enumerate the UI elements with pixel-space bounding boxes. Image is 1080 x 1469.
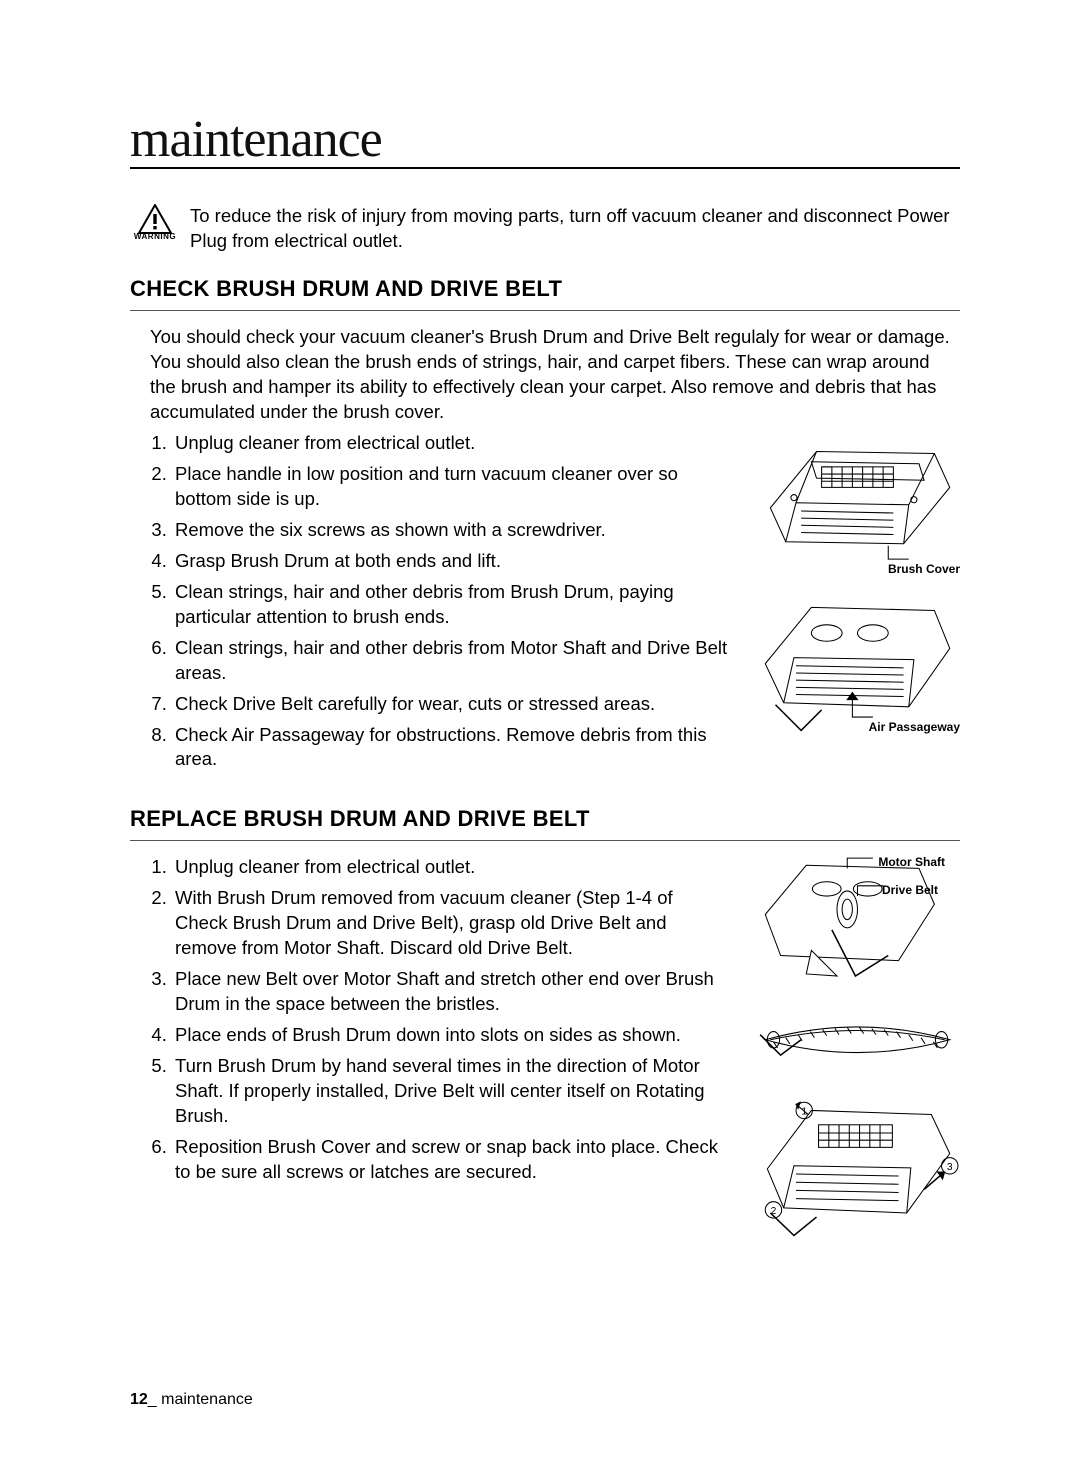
fig-label-brush-cover: Brush Cover — [888, 562, 960, 576]
svg-text:1: 1 — [801, 1107, 807, 1118]
section2-steps: Unplug cleaner from electrical outlet. W… — [150, 855, 730, 1185]
step-item: Check Air Passageway for obstructions. R… — [172, 723, 730, 773]
fig-label-motor-shaft: Motor Shaft — [878, 855, 945, 869]
svg-text:3: 3 — [947, 1162, 953, 1173]
warning-block: WARNING To reduce the risk of injury fro… — [130, 204, 960, 254]
footer-page-number: 12 — [130, 1391, 148, 1408]
step-item: Turn Brush Drum by hand several times in… — [172, 1054, 730, 1129]
fig-label-air-passageway: Air Passageway — [869, 720, 960, 734]
step-item: With Brush Drum removed from vacuum clea… — [172, 886, 730, 961]
section1-title: CHECK BRUSH DRUM AND DRIVE BELT — [130, 276, 960, 302]
section1-rule — [130, 310, 960, 311]
warning-icon — [138, 204, 172, 234]
section2-rule — [130, 840, 960, 841]
step-item: Unplug cleaner from electrical outlet. — [172, 855, 730, 880]
step-item: Grasp Brush Drum at both ends and lift. — [172, 549, 730, 574]
step-item: Remove the six screws as shown with a sc… — [172, 518, 730, 543]
section2-title: REPLACE BRUSH DRUM AND DRIVE BELT — [130, 806, 960, 832]
fig-label-drive-belt: Drive Belt — [882, 883, 938, 897]
page-title: maintenance — [130, 110, 382, 171]
step-item: Clean strings, hair and other debris fro… — [172, 636, 730, 686]
step-item: Reposition Brush Cover and screw or snap… — [172, 1135, 730, 1185]
step-item: Unplug cleaner from electrical outlet. — [172, 431, 730, 456]
figure-brush-drum-slots — [755, 1009, 960, 1071]
step-item: Check Drive Belt carefully for wear, cut… — [172, 692, 730, 717]
warning-label: WARNING — [134, 232, 176, 241]
step-item: Place new Belt over Motor Shaft and stre… — [172, 967, 730, 1017]
warning-text: To reduce the risk of injury from moving… — [190, 204, 960, 254]
footer-section: _ maintenance — [148, 1391, 253, 1408]
figure-motor-shaft: Motor Shaft Drive Belt — [755, 853, 960, 986]
section1-steps: Unplug cleaner from electrical outlet. P… — [150, 431, 730, 773]
figure-brush-cover: Brush Cover — [755, 431, 960, 575]
figure-air-passageway: Air Passageway — [755, 592, 960, 736]
figure-reposition-cover: 1 2 3 — [755, 1092, 960, 1246]
page-footer: 12_ maintenance — [130, 1391, 253, 1409]
section1-intro: You should check your vacuum cleaner's B… — [130, 325, 960, 425]
step-item: Clean strings, hair and other debris fro… — [172, 580, 730, 630]
step-item: Place ends of Brush Drum down into slots… — [172, 1023, 730, 1048]
page-title-wrap: maintenance — [130, 110, 960, 169]
step-item: Place handle in low position and turn va… — [172, 462, 730, 512]
